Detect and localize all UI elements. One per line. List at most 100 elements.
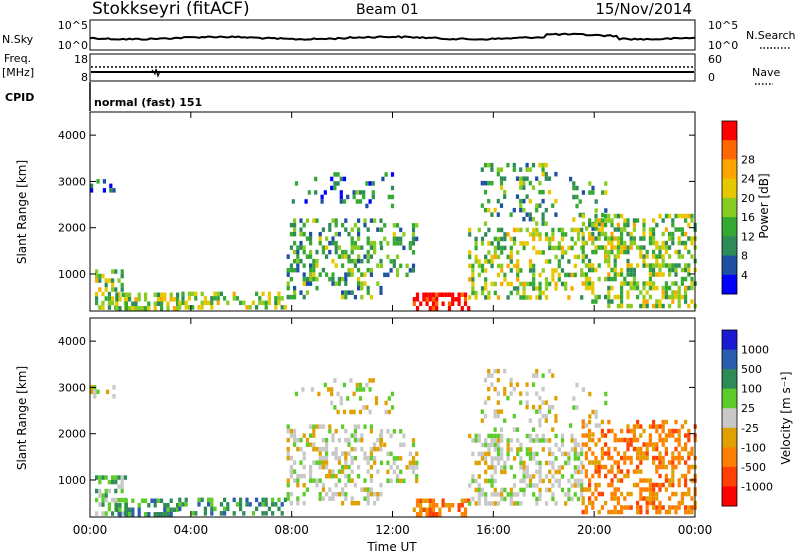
heatmap-cell — [535, 460, 539, 466]
heatmap-cell — [493, 207, 497, 213]
heatmap-cell — [305, 254, 309, 259]
heatmap-cell — [512, 492, 517, 497]
heatmap-cell — [468, 501, 472, 506]
heatmap-cell — [677, 437, 681, 443]
heatmap-cell — [293, 433, 297, 438]
heatmap-cell — [591, 267, 595, 273]
heatmap-cell — [302, 276, 306, 282]
heatmap-cell — [541, 373, 545, 378]
heatmap-cell — [610, 482, 614, 488]
heatmap-cell — [639, 245, 643, 250]
heatmap-cell — [541, 189, 545, 195]
heatmap-cell — [387, 409, 391, 415]
heatmap-cell — [341, 294, 345, 300]
heatmap-cell — [658, 473, 662, 479]
heatmap-cell — [245, 502, 249, 507]
heatmap-cell — [607, 451, 611, 456]
heatmap-cell — [677, 263, 681, 268]
heatmap-cell — [483, 162, 488, 168]
heatmap-cell — [664, 478, 668, 483]
heatmap-cell — [591, 281, 595, 286]
heatmap-cell — [661, 505, 665, 510]
heatmap-cell — [610, 455, 614, 461]
heatmap-cell — [342, 382, 347, 388]
heatmap-cell — [191, 291, 195, 297]
heatmap-cell — [490, 263, 494, 269]
heatmap-cell — [690, 281, 694, 286]
heatmap-cell — [652, 500, 656, 506]
heatmap-cell — [239, 300, 243, 306]
heatmap-cell — [604, 236, 608, 241]
heatmap-cell — [516, 277, 520, 282]
heatmap-cell — [560, 433, 565, 439]
heatmap-cell — [484, 496, 488, 502]
heatmap-cell — [435, 297, 439, 302]
heatmap-cell — [629, 285, 633, 291]
heatmap-cell — [687, 464, 691, 470]
heatmap-cell — [242, 300, 246, 306]
heatmap-cell — [499, 427, 504, 432]
heatmap-cell — [362, 190, 366, 195]
heatmap-cell — [687, 267, 691, 273]
heatmap-cell — [684, 419, 688, 425]
heatmap-cell — [573, 456, 577, 461]
heatmap-cell — [572, 405, 576, 410]
heatmap-cell — [655, 299, 659, 304]
heatmap-cell — [541, 250, 545, 255]
heatmap-cell — [668, 267, 672, 273]
heatmap-cell — [664, 290, 668, 295]
heatmap-cell — [620, 290, 624, 295]
heatmap-cell — [668, 428, 672, 434]
heatmap-cell — [636, 437, 640, 443]
heatmap-cell — [632, 424, 636, 429]
heatmap-cell — [570, 245, 574, 251]
heatmap-cell — [503, 391, 507, 396]
heatmap-cell — [490, 259, 494, 264]
heatmap-cell — [664, 446, 668, 452]
heatmap-cell — [535, 232, 539, 237]
heatmap-cell — [576, 469, 581, 475]
heatmap-cell — [350, 272, 354, 277]
colorbar-segment — [722, 486, 737, 507]
heatmap-cell — [512, 167, 516, 172]
heatmap-cell — [166, 306, 170, 311]
heatmap-cell — [655, 258, 659, 264]
heatmap-cell — [684, 276, 688, 282]
heatmap-cell — [597, 491, 601, 497]
heatmap-cell — [544, 400, 548, 405]
heatmap-cell — [573, 442, 577, 448]
heatmap-cell — [591, 432, 595, 437]
heatmap-cell — [610, 222, 614, 228]
heatmap-cell — [296, 446, 300, 452]
heatmap-cell — [581, 509, 585, 515]
heatmap-cell — [150, 498, 154, 503]
heatmap-cell — [575, 382, 579, 388]
heatmap-cell — [548, 236, 552, 242]
heatmap-cell — [353, 446, 357, 452]
heatmap-cell — [286, 491, 290, 497]
heatmap-cell — [373, 500, 377, 506]
heatmap-cell — [584, 272, 588, 277]
heatmap-cell — [664, 509, 668, 515]
heatmap-cell — [184, 300, 188, 306]
heatmap-cell — [392, 456, 396, 461]
heatmap-cell — [395, 478, 400, 484]
heatmap-cell — [567, 478, 571, 484]
heatmap-cell — [674, 213, 678, 219]
heatmap-cell — [344, 428, 348, 434]
heatmap-cell — [286, 267, 290, 273]
heatmap-cell — [330, 176, 334, 182]
heatmap-cell — [315, 276, 319, 282]
heatmap-cell — [299, 446, 303, 452]
heatmap-cell — [219, 502, 223, 507]
heatmap-cell — [325, 437, 329, 443]
heatmap-cell — [493, 368, 497, 374]
heatmap-cell — [255, 497, 259, 503]
heatmap-cell — [684, 299, 688, 304]
heatmap-cell — [487, 386, 491, 392]
heatmap-cell — [503, 176, 507, 181]
heatmap-cell — [490, 478, 494, 484]
heatmap-cell — [544, 487, 549, 493]
heatmap-cell — [661, 428, 665, 434]
heatmap-cell — [353, 240, 357, 246]
